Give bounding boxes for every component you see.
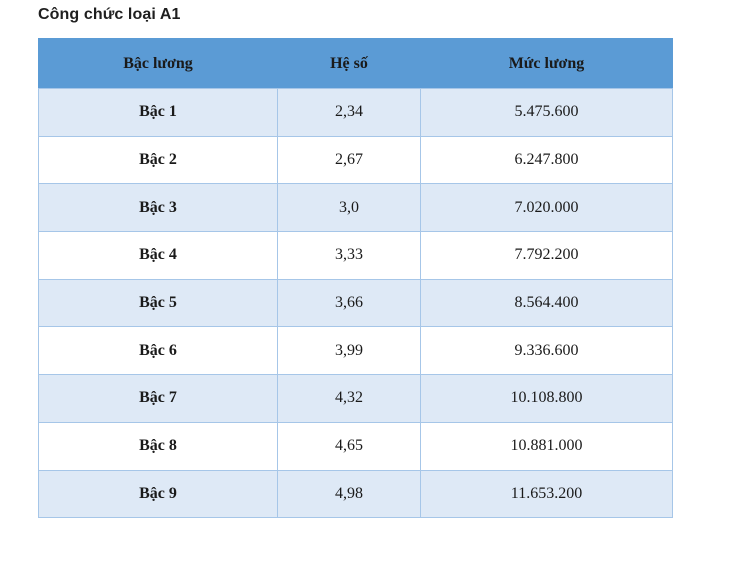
table-row: Bậc 6 3,99 9.336.600	[38, 326, 673, 376]
cell-bac: Bậc 2	[38, 135, 278, 185]
cell-bac: Bậc 8	[38, 421, 278, 471]
cell-bac: Bậc 4	[38, 231, 278, 280]
table-row: Bậc 4 3,33 7.792.200	[38, 231, 673, 280]
cell-muc-luong: 5.475.600	[420, 88, 673, 137]
table-row: Bậc 1 2,34 5.475.600	[38, 88, 673, 137]
column-header-muc-luong: Mức lương	[420, 38, 673, 89]
table-row: Bậc 3 3,0 7.020.000	[38, 183, 673, 233]
cell-muc-luong: 7.792.200	[420, 231, 673, 280]
cell-bac: Bậc 1	[38, 88, 278, 137]
table-row: Bậc 8 4,65 10.881.000	[38, 421, 673, 471]
header-row: Bậc lương Hệ số Mức lương	[38, 38, 673, 89]
cell-muc-luong: 10.881.000	[420, 421, 673, 471]
table-row: Bậc 2 2,67 6.247.800	[38, 135, 673, 185]
cell-muc-luong: 6.247.800	[420, 135, 673, 185]
cell-bac: Bậc 5	[38, 278, 278, 328]
cell-he-so: 2,34	[277, 88, 421, 137]
table-row: Bậc 7 4,32 10.108.800	[38, 374, 673, 423]
cell-muc-luong: 7.020.000	[420, 183, 673, 233]
cell-he-so: 2,67	[277, 135, 421, 185]
cell-bac: Bậc 7	[38, 374, 278, 423]
cell-muc-luong: 8.564.400	[420, 278, 673, 328]
cell-he-so: 3,33	[277, 231, 421, 280]
table-row: Bậc 9 4,98 11.653.200	[38, 469, 673, 519]
cell-he-so: 3,99	[277, 326, 421, 376]
table-body: Bậc 1 2,34 5.475.600 Bậc 2 2,67 6.247.80…	[38, 88, 673, 519]
cell-he-so: 3,0	[277, 183, 421, 233]
cell-muc-luong: 11.653.200	[420, 469, 673, 519]
salary-table: Bậc lương Hệ số Mức lương Bậc 1 2,34 5.4…	[38, 38, 673, 519]
cell-bac: Bậc 3	[38, 183, 278, 233]
page-title: Công chức loại A1	[38, 6, 181, 23]
column-header-he-so: Hệ số	[277, 38, 421, 89]
table-row: Bậc 5 3,66 8.564.400	[38, 278, 673, 328]
cell-he-so: 3,66	[277, 278, 421, 328]
cell-he-so: 4,32	[277, 374, 421, 423]
cell-muc-luong: 10.108.800	[420, 374, 673, 423]
cell-he-so: 4,65	[277, 421, 421, 471]
cell-bac: Bậc 6	[38, 326, 278, 376]
cell-muc-luong: 9.336.600	[420, 326, 673, 376]
cell-he-so: 4,98	[277, 469, 421, 519]
column-header-bac-luong: Bậc lương	[38, 38, 278, 89]
cell-bac: Bậc 9	[38, 469, 278, 519]
table-header: Bậc lương Hệ số Mức lương	[38, 38, 673, 89]
